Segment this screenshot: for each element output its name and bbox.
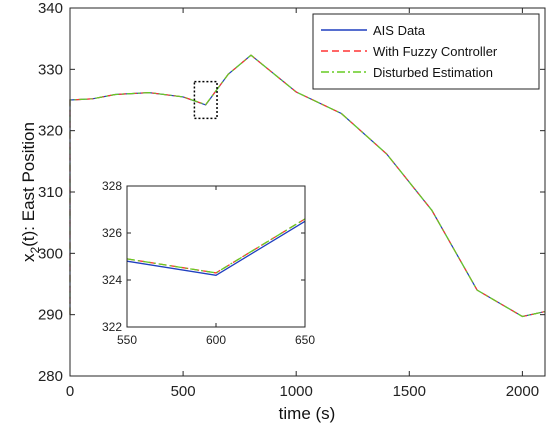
inset-y-tick-label: 322 bbox=[102, 320, 122, 334]
legend-label-disturbed-estimation: Disturbed Estimation bbox=[373, 65, 493, 80]
x-tick-label: 0 bbox=[66, 383, 74, 400]
series-disturbed-estimation-line bbox=[69, 54, 546, 318]
zoom-box-group bbox=[193, 80, 218, 120]
y-axis-label-main: x bbox=[19, 253, 38, 262]
legend-label-ais-data: AIS Data bbox=[373, 23, 426, 38]
inset-axes-group: 550 600 650 322 324 326 328 bbox=[102, 179, 315, 347]
inset-x-tick-label: 650 bbox=[295, 333, 315, 347]
y-tick-label: 320 bbox=[38, 123, 63, 140]
main-axes-group: 0 500 1000 1500 2000 280 290 300 310 320 330 340 bbox=[38, 0, 546, 400]
inset-series-with-fuzzy-controller-line bbox=[126, 218, 306, 274]
inset-series-group bbox=[126, 218, 306, 276]
inset-x-tick-label: 600 bbox=[206, 333, 226, 347]
inset-series-ais-data-line bbox=[126, 220, 306, 276]
inset-y-tick-label: 324 bbox=[102, 273, 122, 287]
x-axis-label: time (s) bbox=[279, 404, 336, 423]
legend: AIS Data With Fuzzy Controller Disturbed E… bbox=[312, 13, 540, 90]
y-axis-label: x2(t): East Position bbox=[19, 122, 42, 262]
inset-y-tick-label: 328 bbox=[102, 179, 122, 193]
x-tick-label: 2000 bbox=[506, 383, 539, 400]
y-tick-label: 280 bbox=[38, 368, 63, 385]
x-tick-label: 500 bbox=[171, 383, 196, 400]
y-tick-label: 340 bbox=[38, 0, 63, 17]
zoom-box bbox=[193, 80, 218, 120]
x-tick-label: 1500 bbox=[393, 383, 426, 400]
main-series-group bbox=[69, 54, 546, 318]
y-tick-label: 330 bbox=[38, 61, 63, 78]
legend-box bbox=[312, 13, 540, 90]
y-tick-label: 300 bbox=[38, 245, 63, 262]
x-tick-label: 1000 bbox=[280, 383, 313, 400]
y-axis-label-subscript: 2 bbox=[28, 246, 42, 253]
inset-frame bbox=[126, 185, 306, 328]
inset-y-tick-label: 326 bbox=[102, 226, 122, 240]
inset-x-tick-label: 550 bbox=[117, 333, 137, 347]
inset-background bbox=[127, 186, 305, 327]
inset-group: 550 600 650 322 324 326 328 bbox=[102, 179, 315, 347]
legend-label-with-fuzzy-controller: With Fuzzy Controller bbox=[373, 44, 498, 59]
y-tick-label: 290 bbox=[38, 307, 63, 324]
y-tick-label: 310 bbox=[38, 184, 63, 201]
y-axis-label-rest: (t): East Position bbox=[19, 122, 38, 247]
